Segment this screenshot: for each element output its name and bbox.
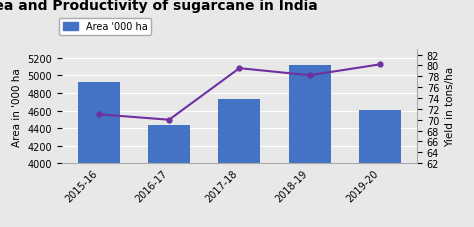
Bar	[78, 82, 120, 227]
Legend: Area '000 ha: Area '000 ha	[59, 18, 151, 36]
Text: Trends in Area and Productivity of sugarcane in India: Trends in Area and Productivity of sugar…	[0, 0, 318, 13]
Bar	[148, 126, 190, 227]
Y-axis label: Yield in tons/ha: Yield in tons/ha	[445, 67, 455, 147]
Bar	[219, 100, 260, 227]
Bar	[289, 66, 331, 227]
Bar	[359, 110, 401, 227]
Y-axis label: Area in '000 ha: Area in '000 ha	[11, 67, 22, 146]
